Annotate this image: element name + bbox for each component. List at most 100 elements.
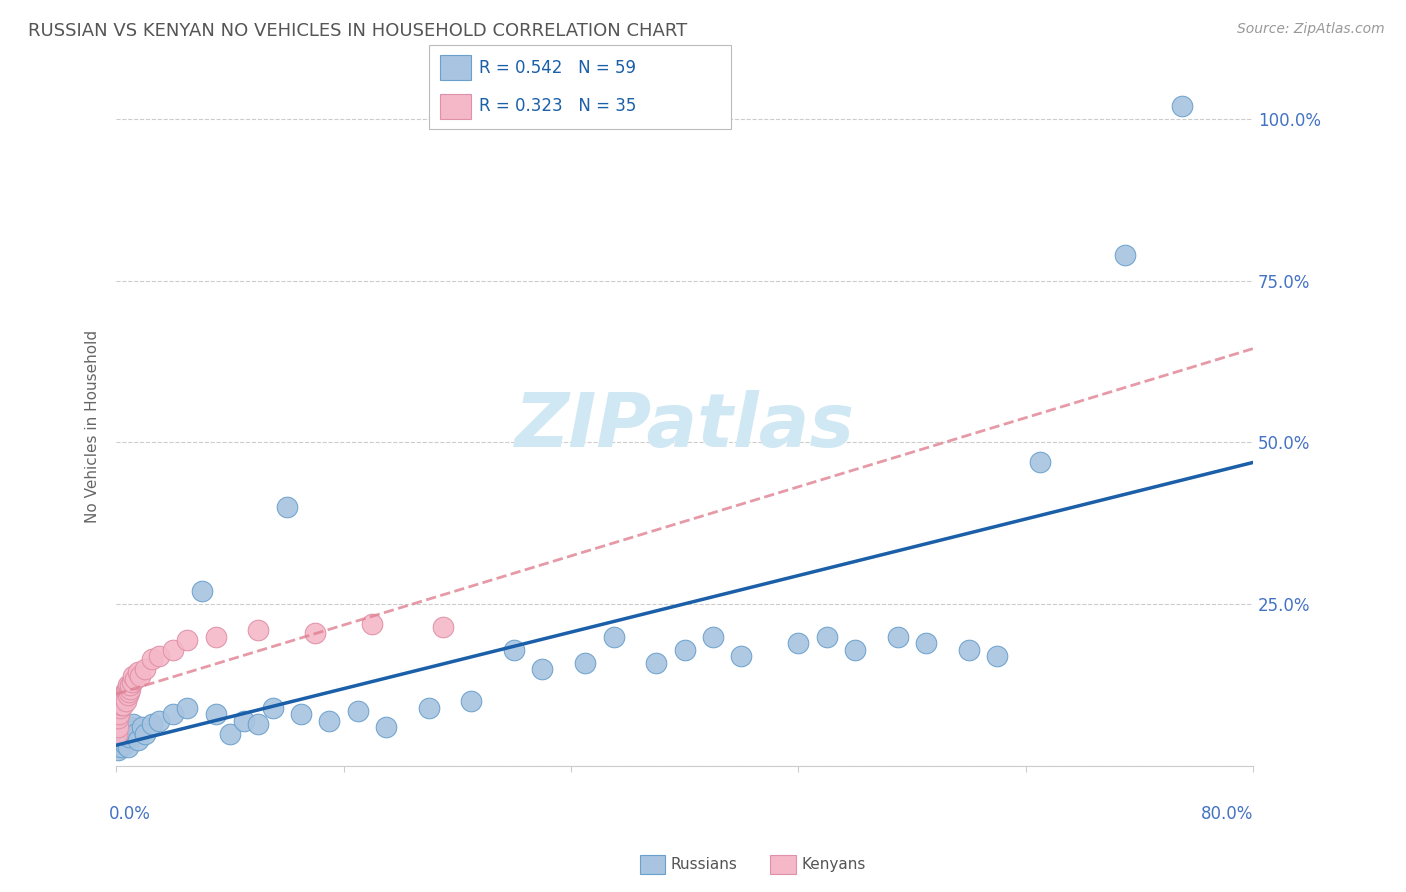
Point — [117, 739, 139, 754]
Point — [815, 630, 838, 644]
Point — [418, 701, 440, 715]
Point — [115, 694, 138, 708]
Point — [233, 714, 256, 728]
Point — [127, 733, 149, 747]
Point — [121, 675, 143, 690]
Point — [117, 688, 139, 702]
Point — [134, 727, 156, 741]
Point — [176, 632, 198, 647]
Text: 0.0%: 0.0% — [110, 805, 150, 823]
Point — [110, 739, 132, 754]
Point — [115, 727, 138, 741]
Point — [117, 678, 139, 692]
Point — [162, 707, 184, 722]
Point — [114, 685, 136, 699]
Point — [247, 624, 270, 638]
Point — [262, 701, 284, 715]
Point — [957, 642, 980, 657]
Text: 80.0%: 80.0% — [1201, 805, 1253, 823]
Point — [1028, 455, 1050, 469]
Point — [111, 727, 134, 741]
Point — [107, 743, 129, 757]
Point — [247, 717, 270, 731]
Point — [108, 733, 131, 747]
Point — [111, 694, 134, 708]
Point — [121, 723, 143, 738]
Point — [110, 691, 132, 706]
Point — [190, 584, 212, 599]
Point — [141, 652, 163, 666]
Point — [115, 681, 138, 696]
Point — [531, 662, 554, 676]
Point — [108, 707, 131, 722]
Point — [124, 672, 146, 686]
Point — [673, 642, 696, 657]
Text: ZIPatlas: ZIPatlas — [515, 390, 855, 463]
Point — [120, 678, 142, 692]
Point — [108, 737, 131, 751]
Point — [118, 685, 141, 699]
Point — [176, 701, 198, 715]
Point — [122, 668, 145, 682]
Point — [503, 642, 526, 657]
Text: R = 0.323   N = 35: R = 0.323 N = 35 — [479, 97, 637, 115]
Point — [148, 649, 170, 664]
Point — [107, 711, 129, 725]
Point — [602, 630, 624, 644]
Point — [986, 649, 1008, 664]
Point — [574, 656, 596, 670]
Point — [111, 688, 134, 702]
Point — [115, 730, 138, 744]
Point — [118, 730, 141, 744]
Point — [141, 717, 163, 731]
Point — [304, 626, 326, 640]
Point — [787, 636, 810, 650]
Point — [129, 668, 152, 682]
Point — [112, 723, 135, 738]
Point — [204, 707, 226, 722]
Point — [375, 720, 398, 734]
Point — [290, 707, 312, 722]
Point — [346, 704, 368, 718]
Point — [110, 730, 132, 744]
Point — [1114, 248, 1136, 262]
Text: R = 0.542   N = 59: R = 0.542 N = 59 — [479, 59, 637, 77]
Point — [460, 694, 482, 708]
Point — [162, 642, 184, 657]
Point — [112, 688, 135, 702]
Point — [844, 642, 866, 657]
Point — [117, 727, 139, 741]
Text: Source: ZipAtlas.com: Source: ZipAtlas.com — [1237, 22, 1385, 37]
Point — [107, 739, 129, 754]
Point — [112, 698, 135, 712]
Point — [915, 636, 938, 650]
Point — [112, 730, 135, 744]
Point — [114, 733, 136, 747]
Point — [702, 630, 724, 644]
Point — [127, 665, 149, 680]
Point — [131, 720, 153, 734]
Point — [432, 620, 454, 634]
Y-axis label: No Vehicles in Household: No Vehicles in Household — [86, 330, 100, 523]
Point — [114, 691, 136, 706]
Point — [134, 662, 156, 676]
Point — [645, 656, 668, 670]
Point — [108, 701, 131, 715]
Point — [122, 717, 145, 731]
Text: Russians: Russians — [671, 857, 738, 871]
Point — [204, 630, 226, 644]
Point — [730, 649, 752, 664]
Point — [318, 714, 340, 728]
Point — [107, 720, 129, 734]
Point — [118, 681, 141, 696]
Point — [148, 714, 170, 728]
Point — [276, 500, 298, 515]
Text: RUSSIAN VS KENYAN NO VEHICLES IN HOUSEHOLD CORRELATION CHART: RUSSIAN VS KENYAN NO VEHICLES IN HOUSEHO… — [28, 22, 688, 40]
Point — [124, 727, 146, 741]
Point — [114, 737, 136, 751]
Point — [361, 616, 384, 631]
Point — [110, 698, 132, 712]
Point — [111, 733, 134, 747]
Point — [105, 727, 128, 741]
Point — [120, 720, 142, 734]
